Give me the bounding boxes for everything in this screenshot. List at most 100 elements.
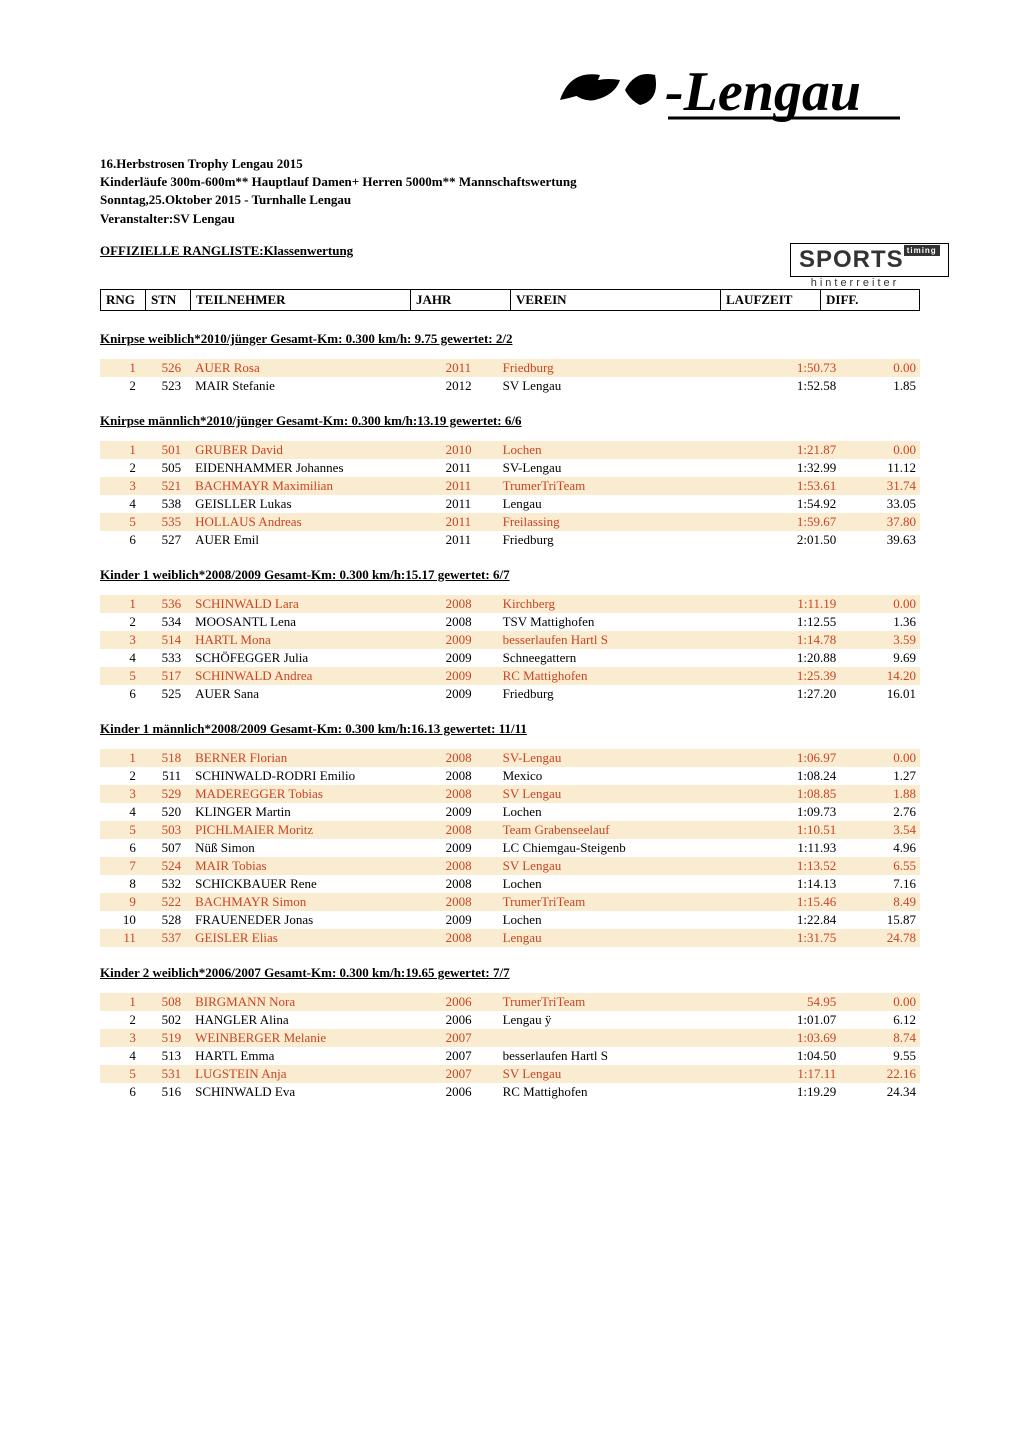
- cell: 528: [140, 911, 191, 929]
- cell: 2:01.50: [726, 531, 840, 549]
- results-table: 1508BIRGMANN Nora2006TrumerTriTeam54.950…: [100, 993, 920, 1101]
- cell: 2008: [442, 893, 499, 911]
- cell: 2009: [442, 667, 499, 685]
- category-header: Knirpse weiblich*2010/jünger Gesamt-Km: …: [100, 331, 920, 347]
- cell: 2011: [442, 531, 499, 549]
- cell: SCHINWALD-RODRI Emilio: [191, 767, 442, 785]
- cell: SV-Lengau: [499, 459, 727, 477]
- cell: Lengau: [499, 929, 727, 947]
- cell: WEINBERGER Melanie: [191, 1029, 442, 1047]
- col-stn: STN: [146, 290, 191, 310]
- cell: Friedburg: [499, 531, 727, 549]
- table-row: 6507Nüß Simon2009LC Chiemgau-Steigenb1:1…: [100, 839, 920, 857]
- cell: 536: [140, 595, 191, 613]
- cell: 527: [140, 531, 191, 549]
- cell: SCHINWALD Eva: [191, 1083, 442, 1101]
- table-row: 1501GRUBER David2010Lochen1:21.870.00: [100, 441, 920, 459]
- cell: 6: [100, 685, 140, 703]
- col-verein: VEREIN: [511, 290, 721, 310]
- cell: 6: [100, 531, 140, 549]
- cell: KLINGER Martin: [191, 803, 442, 821]
- cell: SCHÖFEGGER Julia: [191, 649, 442, 667]
- cell: Kirchberg: [499, 595, 727, 613]
- cell: SCHICKBAUER Rene: [191, 875, 442, 893]
- cell: 2008: [442, 857, 499, 875]
- table-row: 3521BACHMAYR Maximilian2011TrumerTriTeam…: [100, 477, 920, 495]
- cell: 1:25.39: [726, 667, 840, 685]
- cell: 538: [140, 495, 191, 513]
- cell: 503: [140, 821, 191, 839]
- cell: 1:01.07: [726, 1011, 840, 1029]
- cell: 2: [100, 1011, 140, 1029]
- table-row: 2502HANGLER Alina2006Lengau ÿ1:01.076.12: [100, 1011, 920, 1029]
- event-header: 16.Herbstrosen Trophy Lengau 2015 Kinder…: [100, 155, 920, 228]
- cell: 2007: [442, 1065, 499, 1083]
- sports-text: SPORTStiming: [790, 243, 949, 277]
- cell: 2007: [442, 1029, 499, 1047]
- cell: 2011: [442, 459, 499, 477]
- results-table: 1536SCHINWALD Lara2008Kirchberg1:11.190.…: [100, 595, 920, 703]
- cell: GEISLER Elias: [191, 929, 442, 947]
- cell: 1:52.58: [726, 377, 840, 395]
- cell: 1:17.11: [726, 1065, 840, 1083]
- cell: 5: [100, 1065, 140, 1083]
- cell: 3: [100, 1029, 140, 1047]
- cell: 1: [100, 749, 140, 767]
- cell: 4: [100, 803, 140, 821]
- event-title-4: Veranstalter:SV Lengau: [100, 210, 920, 228]
- table-row: 1526AUER Rosa2011Friedburg1:50.730.00: [100, 359, 920, 377]
- cell: 2009: [442, 803, 499, 821]
- sports-timing-logo: SPORTStiming hinterreiter: [790, 243, 920, 289]
- cell: 520: [140, 803, 191, 821]
- event-title-3: Sonntag,25.Oktober 2015 - Turnhalle Leng…: [100, 191, 920, 209]
- cell: 1.27: [840, 767, 920, 785]
- table-row: 3529MADEREGGER Tobias2008SV Lengau1:08.8…: [100, 785, 920, 803]
- cell: 2: [100, 767, 140, 785]
- cell: 0.00: [840, 441, 920, 459]
- cell: 7: [100, 857, 140, 875]
- cell: SV Lengau: [499, 785, 727, 803]
- table-row: 5535HOLLAUS Andreas2011Freilassing1:59.6…: [100, 513, 920, 531]
- cell: 513: [140, 1047, 191, 1065]
- cell: FRAUENEDER Jonas: [191, 911, 442, 929]
- cell: 518: [140, 749, 191, 767]
- cell: Lochen: [499, 911, 727, 929]
- table-row: 3519WEINBERGER Melanie20071:03.698.74: [100, 1029, 920, 1047]
- table-row: 1518BERNER Florian2008SV-Lengau1:06.970.…: [100, 749, 920, 767]
- event-title-1: 16.Herbstrosen Trophy Lengau 2015: [100, 155, 920, 173]
- cell: 8: [100, 875, 140, 893]
- cell: SV-Lengau: [499, 749, 727, 767]
- cell: 1:14.78: [726, 631, 840, 649]
- cell: TSV Mattighofen: [499, 613, 727, 631]
- cell: 1:11.19: [726, 595, 840, 613]
- table-row: 4533SCHÖFEGGER Julia2009Schneegattern1:2…: [100, 649, 920, 667]
- cell: 1:08.85: [726, 785, 840, 803]
- table-row: 5503PICHLMAIER Moritz2008Team Grabenseel…: [100, 821, 920, 839]
- table-row: 4513HARTL Emma2007besserlaufen Hartl S1:…: [100, 1047, 920, 1065]
- cell: 6: [100, 1083, 140, 1101]
- cell: 39.63: [840, 531, 920, 549]
- cell: 31.74: [840, 477, 920, 495]
- cell: 2011: [442, 477, 499, 495]
- cell: 1: [100, 359, 140, 377]
- cell: 533: [140, 649, 191, 667]
- results-table: 1526AUER Rosa2011Friedburg1:50.730.00252…: [100, 359, 920, 395]
- table-row: 2511SCHINWALD-RODRI Emilio2008Mexico1:08…: [100, 767, 920, 785]
- cell: LUGSTEIN Anja: [191, 1065, 442, 1083]
- cell: 505: [140, 459, 191, 477]
- cell: LC Chiemgau-Steigenb: [499, 839, 727, 857]
- cell: 535: [140, 513, 191, 531]
- cell: RC Mattighofen: [499, 667, 727, 685]
- cell: 7.16: [840, 875, 920, 893]
- cell: 516: [140, 1083, 191, 1101]
- cell: 2006: [442, 1083, 499, 1101]
- cell: 0.00: [840, 749, 920, 767]
- cell: 511: [140, 767, 191, 785]
- cell: SV Lengau: [499, 377, 727, 395]
- cell: 1.88: [840, 785, 920, 803]
- cell: 11: [100, 929, 140, 947]
- cell: SV Lengau: [499, 857, 727, 875]
- cell: EIDENHAMMER Johannes: [191, 459, 442, 477]
- cell: BACHMAYR Maximilian: [191, 477, 442, 495]
- cell: 2008: [442, 613, 499, 631]
